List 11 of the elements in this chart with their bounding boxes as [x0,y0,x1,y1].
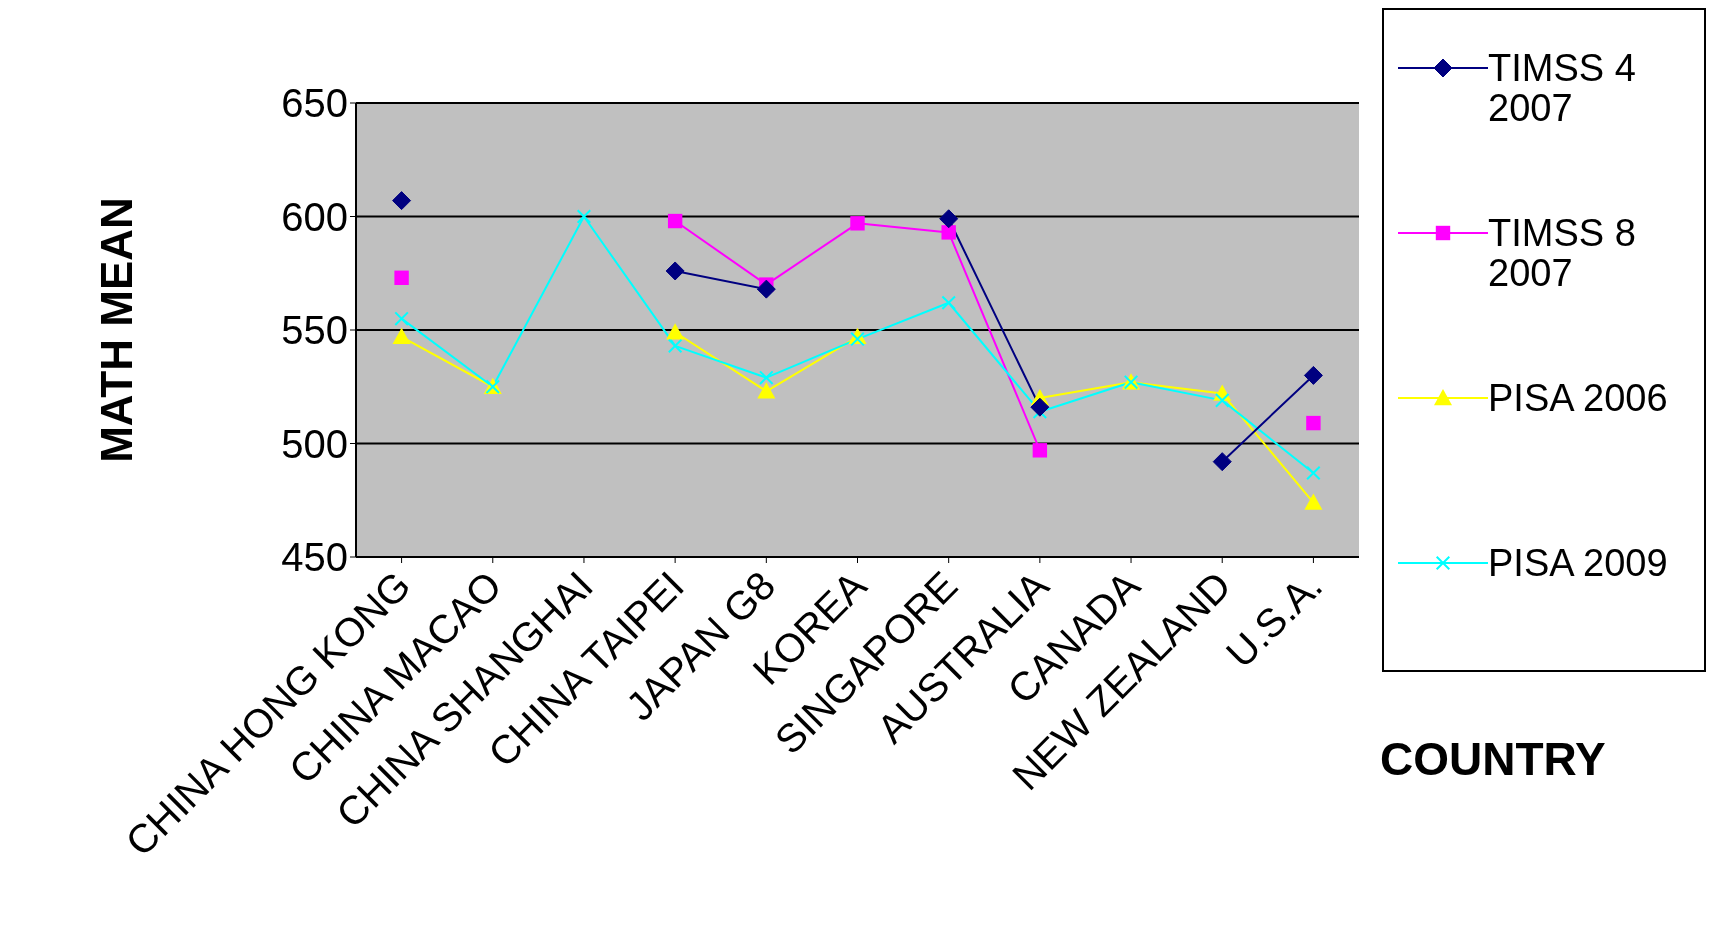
y-tick-label: 450 [281,535,348,580]
x-axis-title: COUNTRY [1380,732,1606,786]
y-tick-label: 550 [281,308,348,353]
y-tick-label: 650 [281,81,348,126]
y-tick-label: 600 [281,194,348,239]
y-axis-title: MATH MEAN [91,197,141,463]
legend-label: PISA 2009 [1488,542,1669,584]
legend-label: PISA 2006 [1488,377,1669,419]
y-tick-label: 500 [281,421,348,466]
legend-label: TIMSS 4 2007 [1488,47,1637,129]
legend-label: TIMSS 8 2007 [1488,212,1637,294]
